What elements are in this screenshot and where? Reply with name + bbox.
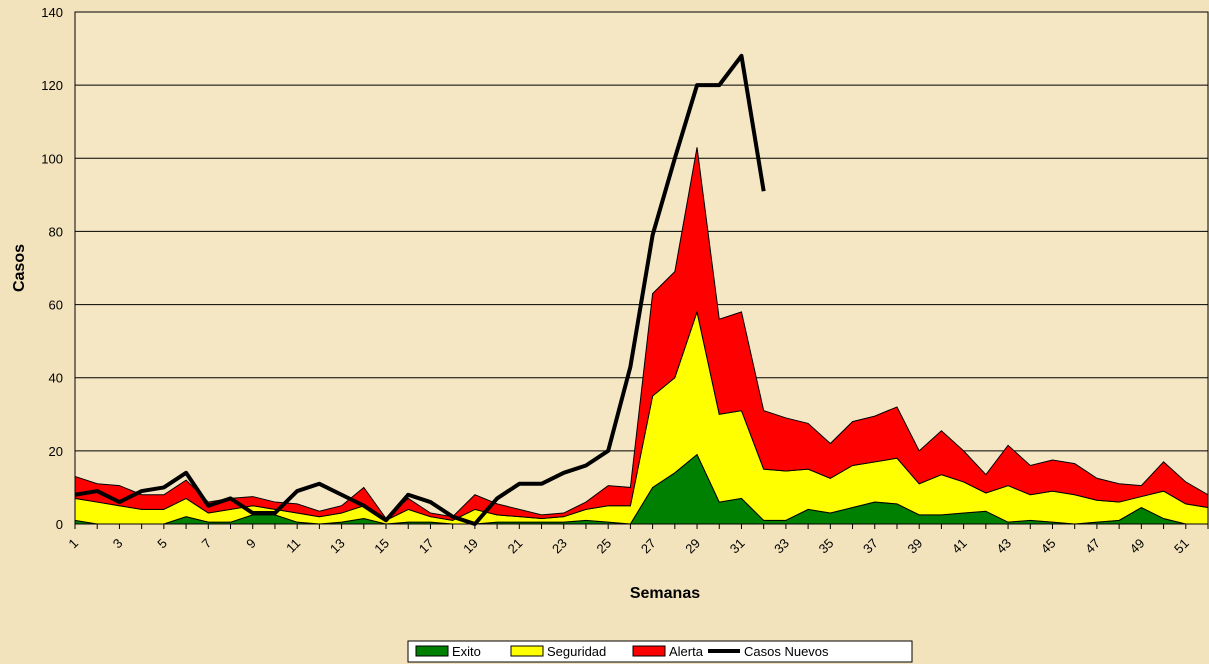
line xyxy=(74,53,766,526)
x-tick-label: 1 xyxy=(65,536,81,552)
x-tick-label: 41 xyxy=(949,536,970,557)
x-tick-label: 3 xyxy=(110,536,126,552)
x-tick-label: 7 xyxy=(199,536,215,552)
x-tick-label: 17 xyxy=(416,536,437,557)
y-tick-label: 40 xyxy=(49,371,63,386)
x-tick-label: 31 xyxy=(727,536,748,557)
x-tick-label: 19 xyxy=(460,536,481,557)
y-tick-label: 0 xyxy=(56,517,63,532)
x-tick-label: 39 xyxy=(904,536,925,557)
x-tick-label: 9 xyxy=(243,536,259,552)
x-tick-label: 43 xyxy=(993,536,1014,557)
y-tick-label: 60 xyxy=(49,298,63,313)
x-tick-label: 23 xyxy=(549,536,570,557)
legend-label: Casos Nuevos xyxy=(744,644,829,659)
y-tick-label: 100 xyxy=(41,151,63,166)
legend-swatch xyxy=(510,645,544,657)
legend-swatch xyxy=(415,645,449,657)
legend-label: Exito xyxy=(452,644,481,659)
x-tick-label: 15 xyxy=(371,536,392,557)
x-tick-label: 51 xyxy=(1171,536,1192,557)
x-tick-label: 29 xyxy=(682,536,703,557)
x-axis-label: Semanas xyxy=(630,585,700,602)
legend-label: Alerta xyxy=(669,644,704,659)
legend-label: Seguridad xyxy=(547,644,606,659)
x-tick-label: 45 xyxy=(1038,536,1059,557)
y-tick-label: 140 xyxy=(41,5,63,20)
legend-swatch xyxy=(632,645,666,657)
x-tick-label: 49 xyxy=(1127,536,1148,557)
y-tick-label: 120 xyxy=(41,78,63,93)
legend: Exito Seguridad Alerta Casos Nuevos xyxy=(407,640,913,663)
x-tick-label: 47 xyxy=(1082,536,1103,557)
x-tick-label: 11 xyxy=(283,536,303,556)
x-tick-label: 33 xyxy=(771,536,792,557)
x-tick-label: 21 xyxy=(505,536,526,557)
y-axis-label: Casos xyxy=(11,244,28,292)
x-tick-label: 13 xyxy=(327,536,348,557)
x-tick-label: 35 xyxy=(816,536,837,557)
x-tick-label: 5 xyxy=(154,536,170,552)
x-tick-label: 37 xyxy=(860,536,881,557)
x-tick-label: 27 xyxy=(638,536,659,557)
y-tick-label: 20 xyxy=(49,444,63,459)
y-tick-label: 80 xyxy=(49,224,63,239)
x-tick-label: 25 xyxy=(593,536,614,557)
area xyxy=(74,147,1209,521)
